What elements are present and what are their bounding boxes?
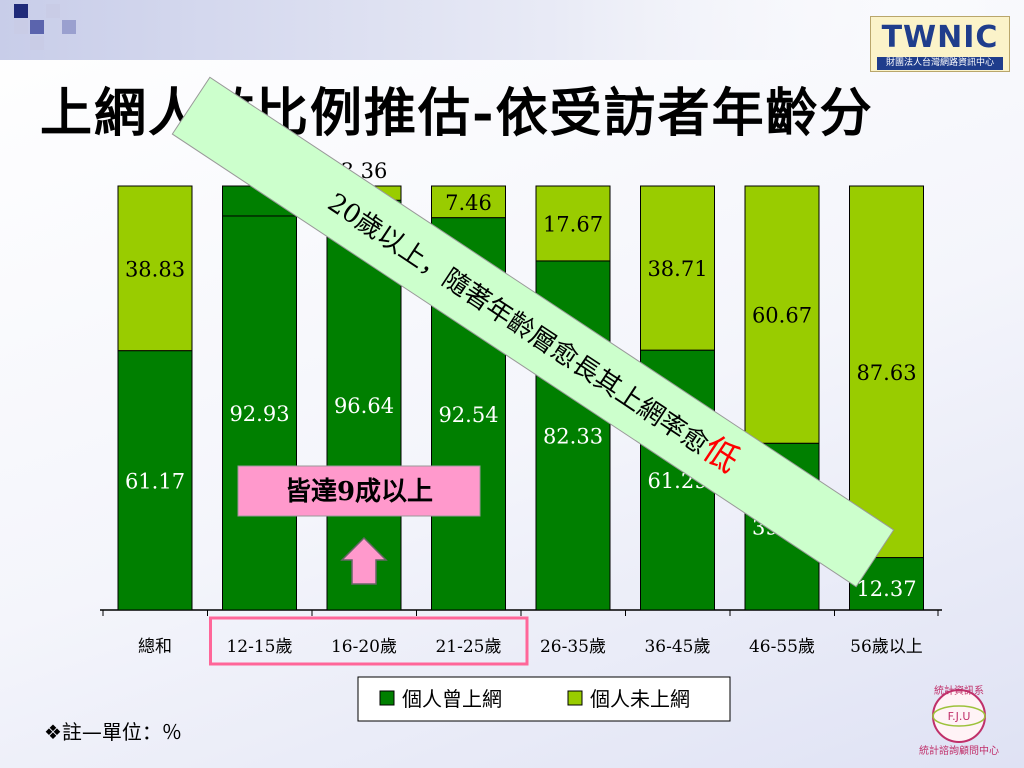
fju-logo-bottom: 統計諮詢顧問中心 <box>919 744 999 757</box>
fju-logo-mid: F.J.U <box>948 710 971 723</box>
x-tick-label: 總和 <box>138 637 172 657</box>
trend-banner-box <box>171 76 895 588</box>
up-arrow-icon <box>340 536 388 585</box>
callout-box <box>237 465 481 517</box>
data-label-online: 82.33 <box>543 424 603 448</box>
x-tick-label: 56歲以上 <box>850 637 923 657</box>
callout-text: 皆達9成以上 <box>285 477 433 507</box>
legend-swatch <box>379 690 395 706</box>
twnic-logo: TWNIC 財團法人台灣網路資訊中心 <box>870 16 1010 72</box>
legend-label: 個人曾上網 <box>402 687 502 711</box>
data-label-online: 92.54 <box>438 403 498 427</box>
data-label-offline: 38.71 <box>647 257 707 281</box>
x-tick-label: 46-55歲 <box>749 637 815 657</box>
fju-logo: 統計資訊系 F.J.U 統計諮詢顧問中心 <box>919 684 999 757</box>
x-tick-label: 12-15歲 <box>226 637 292 657</box>
header-decoration <box>0 0 1024 60</box>
legend-label: 個人未上網 <box>590 687 690 711</box>
data-label-offline: 7.46 <box>445 191 492 215</box>
bar-segment-offline <box>535 185 611 262</box>
data-label-online: 92.93 <box>229 402 289 426</box>
bar-segment-offline <box>431 185 506 219</box>
data-label-offline: 87.63 <box>856 361 916 385</box>
x-tick-label: 26-35歲 <box>540 637 606 657</box>
legend-swatch <box>567 690 583 706</box>
data-label-offline: 38.83 <box>125 257 185 281</box>
legend-box <box>357 676 731 722</box>
bar-segment-offline <box>117 185 193 352</box>
twnic-logo-subtitle: 財團法人台灣網路資訊中心 <box>877 57 1003 70</box>
fju-logo-top: 統計資訊系 <box>934 684 984 697</box>
bar-segment-offline <box>849 185 924 559</box>
age-highlight-box <box>209 616 529 666</box>
bar-segment-online <box>222 215 297 611</box>
data-label-online: 96.64 <box>334 394 394 418</box>
x-tick-label: 21-25歲 <box>435 637 501 657</box>
bar-segment-offline <box>744 185 820 444</box>
data-label-offline: 17.67 <box>543 212 603 236</box>
data-label-offline: 60.67 <box>752 304 812 328</box>
twnic-logo-text: TWNIC <box>881 20 999 55</box>
bar-segment-offline <box>640 185 715 351</box>
unit-note: ❖註—單位：％ <box>44 720 182 744</box>
x-tick-label: 36-45歲 <box>644 637 710 657</box>
data-label-online: 12.37 <box>856 577 916 601</box>
x-tick-label: 16-20歲 <box>331 637 397 657</box>
bar-segment-online <box>117 350 193 611</box>
data-label-online: 61.17 <box>125 469 185 493</box>
